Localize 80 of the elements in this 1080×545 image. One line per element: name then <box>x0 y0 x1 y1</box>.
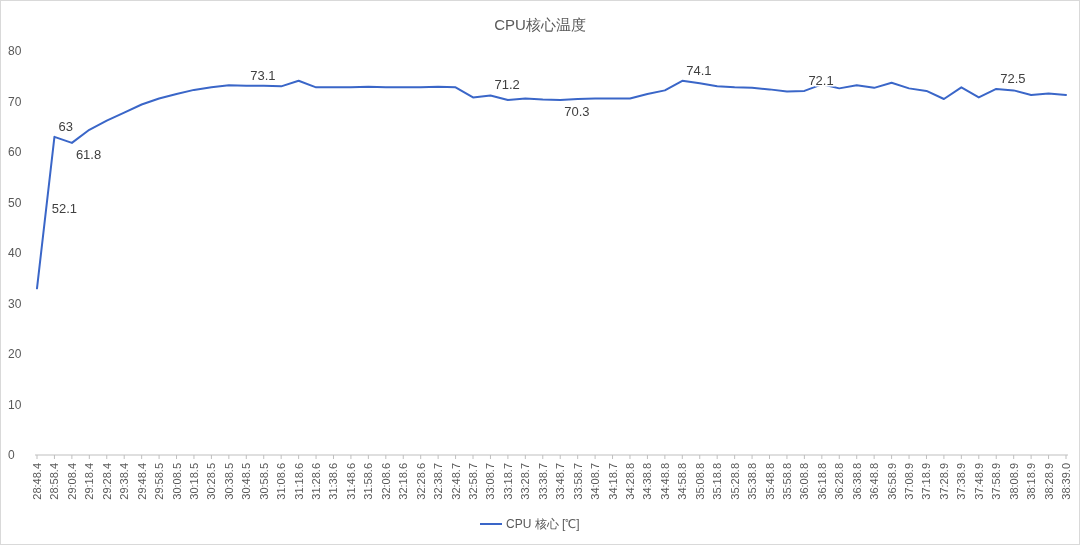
annotation: 72.5 <box>1000 70 1026 86</box>
x-tick-label: 35:08.8 <box>693 463 706 500</box>
x-tick-label: 35:18.8 <box>711 463 724 500</box>
x-tick-label: 30:28.5 <box>205 463 218 500</box>
x-tick-label: 33:48.7 <box>554 463 567 500</box>
x-tick-label: 34:58.8 <box>676 463 689 500</box>
y-tick-label: 20 <box>8 347 22 361</box>
x-tick-label: 37:08.9 <box>903 463 916 500</box>
x-tick-label: 37:18.9 <box>920 463 933 500</box>
x-tick-label: 37:28.9 <box>937 463 950 500</box>
x-tick-label: 35:58.8 <box>780 463 793 500</box>
annotation: 74.1 <box>686 62 712 78</box>
annotation: 63 <box>58 118 73 134</box>
x-tick-label: 30:38.5 <box>222 463 235 500</box>
x-tick-label: 38:18.9 <box>1025 463 1038 500</box>
annotation: 70.3 <box>564 103 590 119</box>
x-tick-label: 31:08.6 <box>275 463 288 500</box>
x-tick-label: 32:58.7 <box>467 463 480 500</box>
x-tick-label: 32:28.6 <box>414 463 427 500</box>
x-tick-label: 34:38.8 <box>641 463 654 500</box>
x-tick-label: 35:38.8 <box>746 463 759 500</box>
x-tick-label: 33:38.7 <box>536 463 549 500</box>
x-tick-label: 33:08.7 <box>484 463 497 500</box>
x-tick-label: 38:28.9 <box>1042 463 1055 500</box>
x-tick-label: 31:58.6 <box>362 463 375 500</box>
x-tick-label: 31:28.6 <box>310 463 323 500</box>
x-tick-label: 37:38.9 <box>955 463 968 500</box>
annotation: 73.1 <box>250 67 276 83</box>
annotation: 72.1 <box>808 72 834 88</box>
x-tick-label: 38:39.0 <box>1060 463 1072 500</box>
annotation: 52.1 <box>51 200 78 216</box>
y-tick-label: 0 <box>8 448 15 462</box>
x-tick-label: 38:08.9 <box>1007 463 1020 500</box>
x-tick-label: 32:08.6 <box>379 463 392 500</box>
x-tick-label: 35:28.8 <box>728 463 741 500</box>
x-tick-label: 34:28.8 <box>623 463 636 500</box>
x-tick-label: 28:58.4 <box>48 463 61 500</box>
x-tick-label: 33:28.7 <box>519 463 532 500</box>
x-tick-label: 29:48.4 <box>135 463 148 500</box>
x-tick-label: 33:18.7 <box>501 463 514 500</box>
x-tick-label: 29:28.4 <box>100 463 113 500</box>
x-tick-label: 29:58.5 <box>153 463 166 500</box>
x-tick-label: 34:18.7 <box>606 463 619 500</box>
x-tick-label: 36:08.8 <box>798 463 811 500</box>
x-tick-label: 36:28.8 <box>833 463 846 500</box>
x-tick-label: 34:48.8 <box>658 463 671 500</box>
x-tick-label: 31:18.6 <box>292 463 305 500</box>
x-tick-label: 29:38.4 <box>118 463 131 500</box>
x-tick-label: 30:18.5 <box>187 463 200 500</box>
x-tick-label: 32:48.7 <box>449 463 462 500</box>
y-tick-label: 40 <box>8 246 22 260</box>
x-tick-label: 30:58.5 <box>257 463 270 500</box>
legend-label: CPU 核心 [℃] <box>506 517 580 531</box>
y-tick-label: 10 <box>8 397 22 412</box>
x-tick-label: 36:48.8 <box>868 463 881 500</box>
x-tick-label: 31:38.6 <box>327 463 340 500</box>
x-tick-label: 29:08.4 <box>65 463 78 500</box>
y-tick-label: 80 <box>8 44 22 58</box>
x-tick-label: 32:38.7 <box>432 463 445 500</box>
annotation: 71.2 <box>494 77 520 93</box>
y-tick-label: 60 <box>8 145 22 159</box>
x-tick-label: 34:08.7 <box>589 463 602 500</box>
annotation: 61.8 <box>75 146 102 162</box>
x-tick-label: 28:48.4 <box>31 463 43 500</box>
x-tick-label: 30:48.5 <box>240 463 253 500</box>
x-tick-label: 30:08.5 <box>170 463 183 500</box>
x-tick-label: 32:18.6 <box>397 463 410 500</box>
x-tick-label: 31:48.6 <box>344 463 357 500</box>
chart-title: CPU核心温度 <box>494 16 586 33</box>
x-tick-label: 35:48.8 <box>763 463 776 500</box>
x-tick-label: 36:18.8 <box>815 463 828 500</box>
x-tick-label: 36:58.9 <box>885 463 898 500</box>
x-tick-label: 37:48.9 <box>972 463 985 500</box>
y-tick-label: 30 <box>8 296 22 311</box>
x-tick-label: 37:58.9 <box>990 463 1003 500</box>
x-tick-label: 36:38.8 <box>850 463 863 500</box>
y-tick-label: 70 <box>8 94 22 109</box>
x-tick-label: 29:18.4 <box>83 463 96 500</box>
x-tick-label: 33:58.7 <box>571 463 584 500</box>
y-tick-label: 50 <box>8 195 22 210</box>
